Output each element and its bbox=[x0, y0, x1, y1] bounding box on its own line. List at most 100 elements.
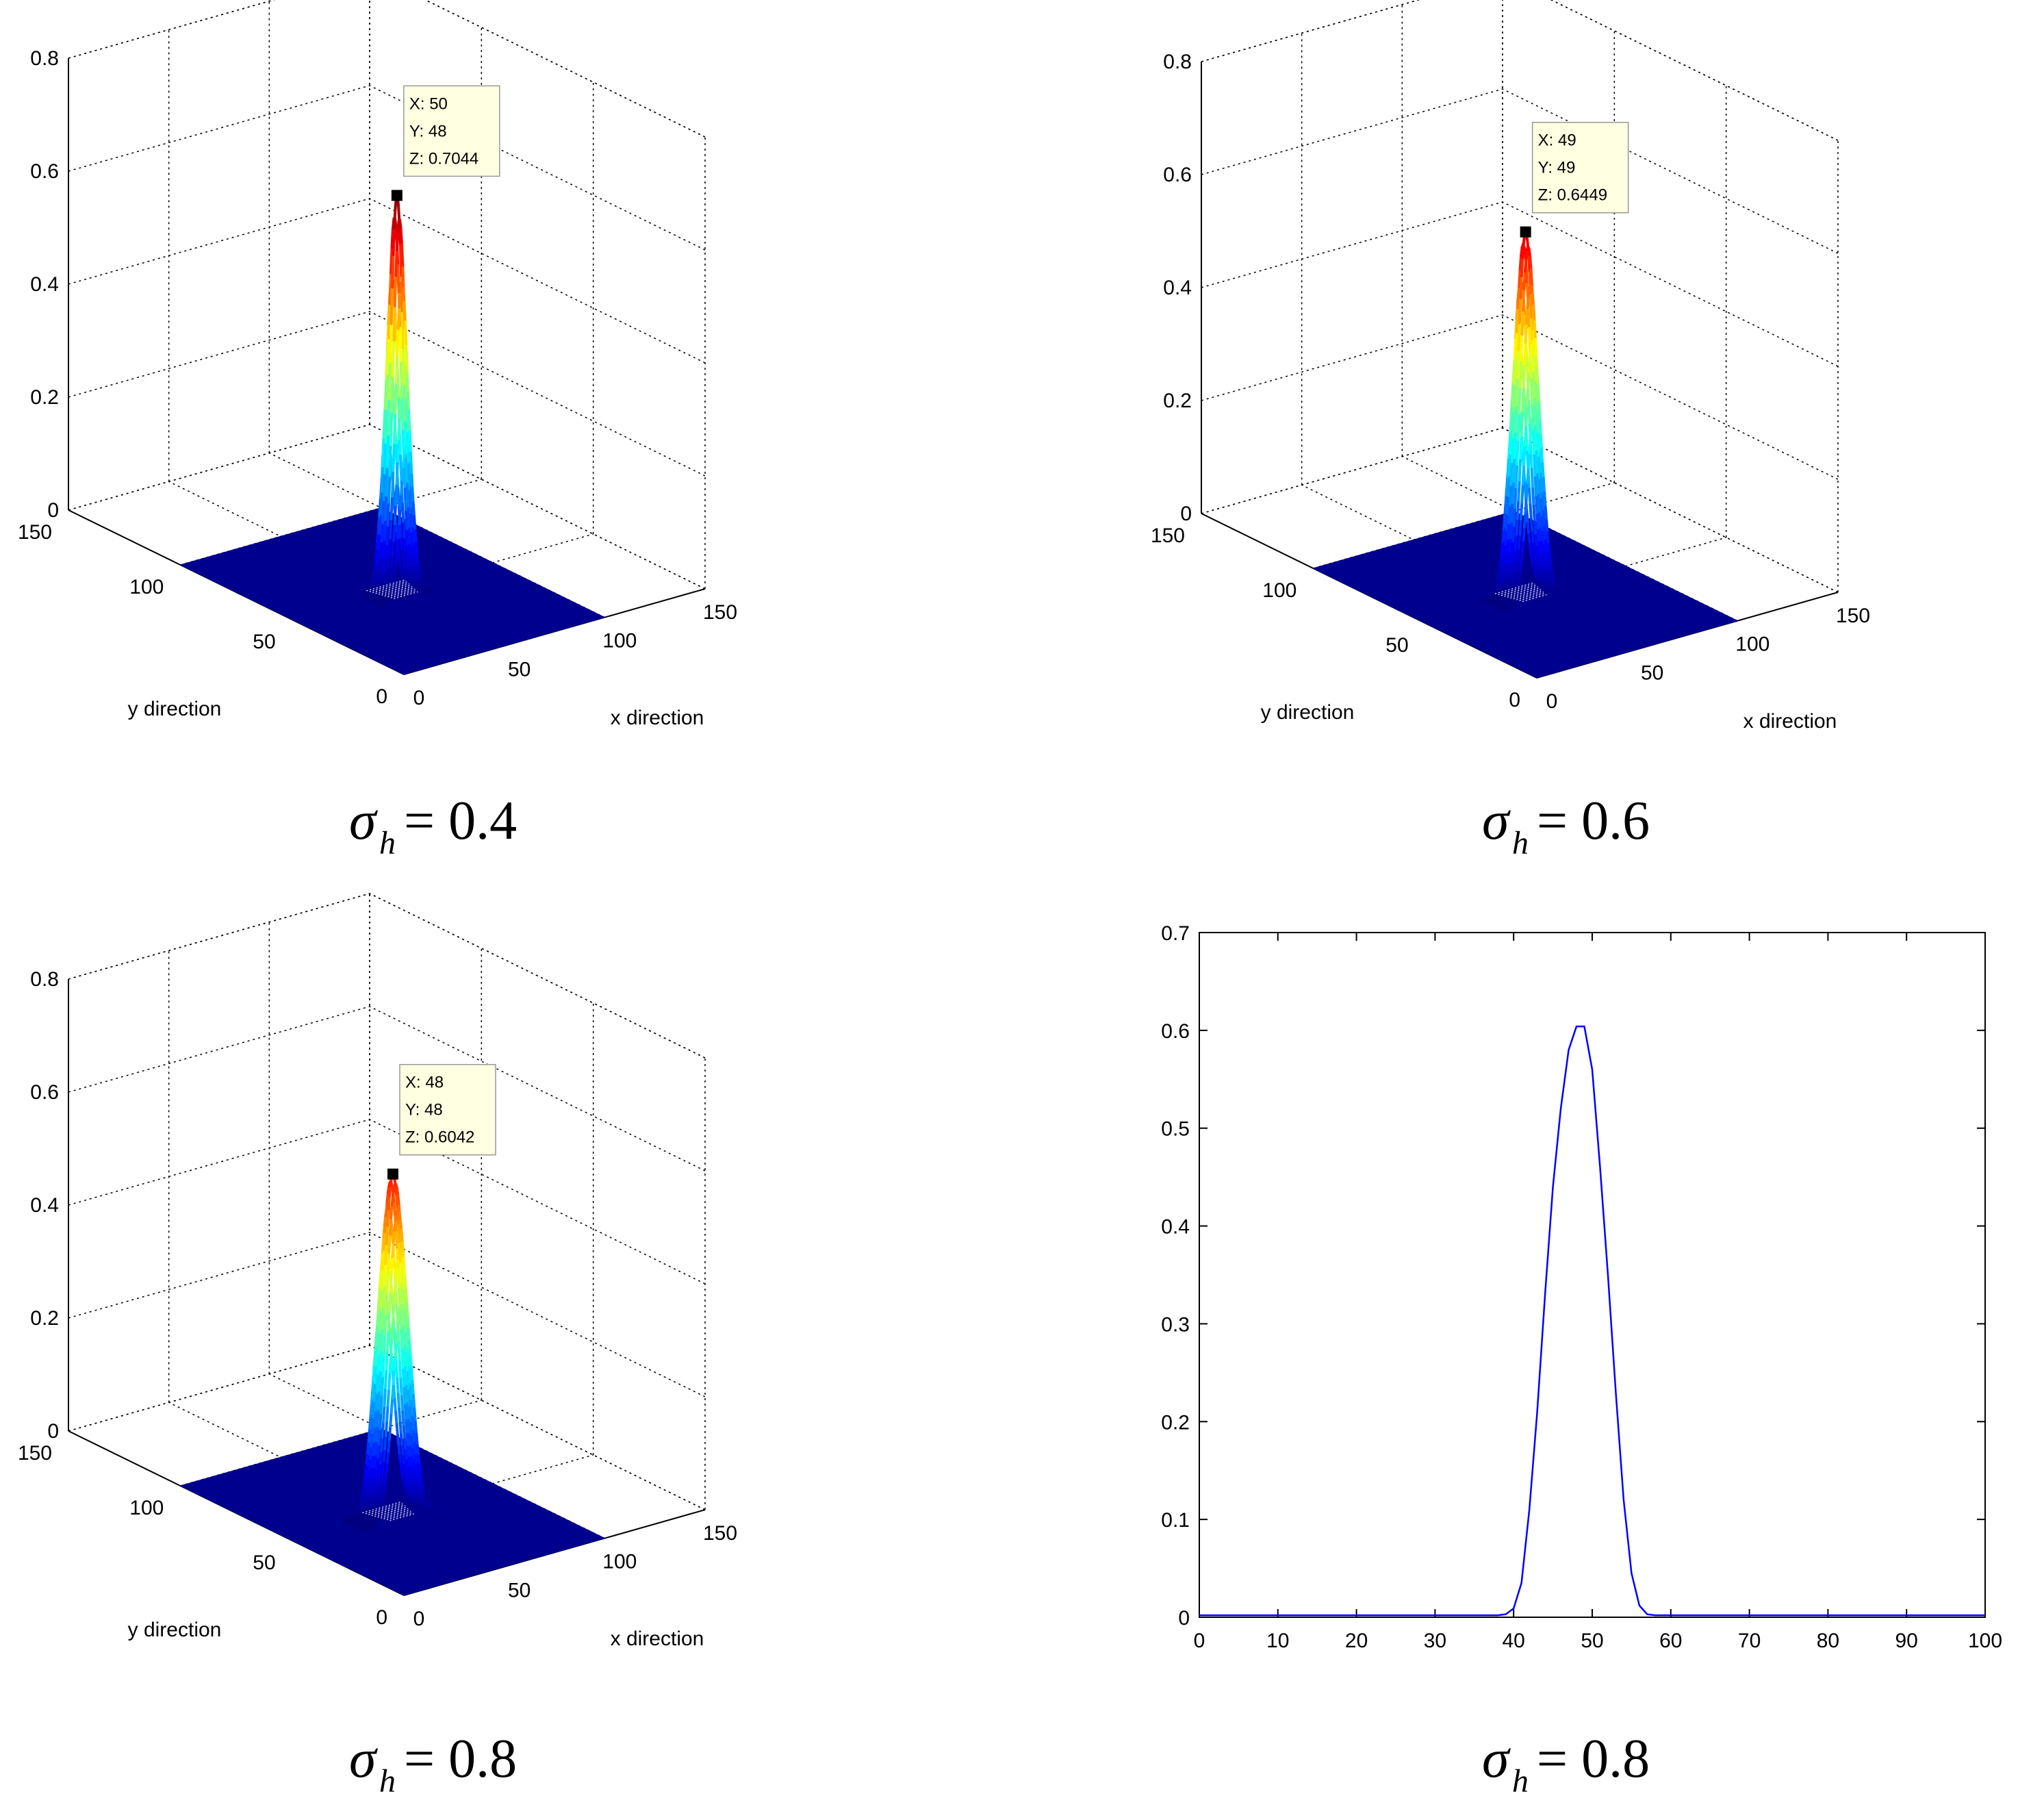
surface-mesh-line bbox=[372, 1363, 376, 1384]
surface-mesh-line bbox=[1526, 466, 1530, 484]
surface-mesh-line bbox=[1526, 370, 1531, 390]
surface-mesh-line bbox=[400, 1228, 404, 1244]
caption-value: = 0.6 bbox=[1537, 791, 1650, 851]
surface-mesh-line bbox=[1536, 432, 1541, 459]
surface-mesh-line bbox=[1516, 306, 1520, 333]
z-tick-label: 0.4 bbox=[30, 1194, 59, 1217]
surface-mesh-line bbox=[1525, 386, 1530, 407]
x-axis-label: x direction bbox=[1743, 710, 1837, 733]
y-tick-label: 0.1 bbox=[1161, 1509, 1190, 1532]
surface-mesh-line bbox=[396, 522, 401, 540]
surface-mesh-line bbox=[1512, 383, 1517, 413]
surface-mesh-line bbox=[1537, 456, 1542, 482]
datatip-box bbox=[399, 1063, 496, 1156]
surface-mesh-line bbox=[382, 1404, 386, 1424]
z-tick-label: 0.2 bbox=[30, 1307, 59, 1330]
surface-mesh-line bbox=[1505, 537, 1510, 554]
surface-mesh-line bbox=[370, 1397, 375, 1415]
surface-mesh-line bbox=[397, 416, 401, 441]
surface-mesh-line bbox=[405, 1352, 410, 1374]
surface-mesh-line bbox=[380, 1470, 385, 1483]
x-tick-label: 70 bbox=[1738, 1630, 1761, 1652]
surface-mesh-line bbox=[369, 1465, 374, 1478]
surface-mesh-line bbox=[1515, 376, 1519, 407]
surface-mesh-line bbox=[1517, 479, 1521, 502]
surface-plot-1: X: 50 Y: 48 Z: 0.7044 0 0.2 0.4 0.6 0.8 0 50 100 15… bbox=[18, 0, 737, 729]
surface-mesh-line bbox=[409, 556, 414, 568]
series-line-1 bbox=[1199, 1025, 1985, 1617]
surface-mesh-line bbox=[1503, 510, 1508, 529]
surface-mesh-line bbox=[395, 1257, 400, 1269]
surface-mesh-line bbox=[366, 1452, 371, 1467]
y-tick-label: 0 bbox=[1509, 689, 1520, 711]
surface-mesh-line bbox=[1528, 487, 1532, 507]
z-tick-label: 0.6 bbox=[1163, 164, 1192, 186]
surface-mesh-line bbox=[396, 1377, 400, 1396]
surface-mesh-line bbox=[1500, 550, 1505, 564]
surface-mesh-line bbox=[382, 436, 386, 468]
y-tick-label: 100 bbox=[1262, 579, 1296, 602]
surface-mesh-line bbox=[417, 1454, 421, 1467]
surface-mesh-line bbox=[1505, 475, 1510, 496]
surface-mesh-line bbox=[395, 1195, 399, 1211]
datatip-line: Z: 0.6042 bbox=[405, 1128, 474, 1147]
surface-mesh-line bbox=[1521, 288, 1526, 312]
surface-mesh-line bbox=[1537, 413, 1541, 426]
surface-mesh-line bbox=[380, 521, 385, 544]
surface-mesh-line bbox=[379, 566, 384, 579]
surface-base-mesh bbox=[1498, 583, 1535, 595]
surface-mesh-line bbox=[1538, 479, 1543, 502]
surface-mesh-line bbox=[1518, 267, 1522, 288]
surface-base-mesh bbox=[384, 587, 414, 597]
surface-mesh-line bbox=[391, 539, 396, 557]
surface-mesh-line bbox=[396, 536, 400, 553]
surface-mesh-line bbox=[398, 281, 403, 294]
surface-mesh-line bbox=[409, 1406, 413, 1425]
surface-mesh-line bbox=[1525, 509, 1529, 525]
surface-mesh-line bbox=[377, 1330, 382, 1355]
surface-mesh-line bbox=[404, 366, 409, 380]
surface-mesh-line bbox=[395, 1423, 400, 1438]
surface-mesh-line bbox=[1528, 543, 1533, 555]
surface-mesh-line bbox=[1504, 529, 1508, 546]
surface-mesh-line bbox=[408, 490, 413, 516]
grid-line-z bbox=[68, 1232, 706, 1397]
surface-mesh-line bbox=[389, 1411, 393, 1428]
plot-area bbox=[1199, 932, 1986, 1618]
z-tick-label: 0 bbox=[47, 499, 59, 522]
surface-mesh-line bbox=[1508, 564, 1513, 577]
surface-mesh-line bbox=[1503, 525, 1507, 542]
surface-base-mesh bbox=[1504, 586, 1538, 597]
surface-mesh-line bbox=[387, 359, 392, 401]
surface-mesh-line bbox=[387, 1309, 391, 1332]
surface-mesh-line bbox=[1535, 496, 1539, 517]
datatip-marker bbox=[1520, 226, 1531, 238]
surface-mesh-line bbox=[386, 336, 391, 375]
surface-mesh-line bbox=[380, 490, 384, 516]
surface-mesh-line bbox=[386, 1208, 390, 1227]
surface-mesh-line bbox=[1518, 359, 1522, 389]
surface-mesh-line bbox=[396, 1309, 401, 1321]
surface-mesh-line bbox=[1517, 321, 1521, 351]
surface-mesh-line bbox=[404, 1366, 408, 1388]
surface-mesh-line bbox=[387, 1438, 391, 1453]
surface-mesh-line bbox=[406, 483, 410, 510]
surface-mesh-line bbox=[391, 1382, 395, 1400]
caption-symbol: σ bbox=[349, 791, 378, 851]
surface-mesh-line bbox=[398, 245, 403, 279]
caption-subscript: h bbox=[1512, 1763, 1529, 1798]
surface-mesh-line bbox=[375, 1456, 380, 1471]
surface-mesh-line bbox=[410, 1400, 414, 1419]
surface-mesh-line bbox=[1536, 473, 1540, 497]
caption-value: = 0.8 bbox=[404, 1729, 517, 1789]
grid-line-z bbox=[68, 893, 706, 1059]
surface-mesh-line bbox=[391, 253, 395, 289]
surface-mesh-line bbox=[399, 1329, 404, 1352]
datatip-line: Y: 48 bbox=[405, 1101, 443, 1119]
surface-mesh-line bbox=[1510, 405, 1514, 432]
surface-mesh-line bbox=[368, 1440, 372, 1456]
surface-mesh-line bbox=[402, 522, 406, 541]
x-tick-label: 0 bbox=[1194, 1630, 1205, 1652]
surface-mesh-line bbox=[398, 1421, 403, 1437]
